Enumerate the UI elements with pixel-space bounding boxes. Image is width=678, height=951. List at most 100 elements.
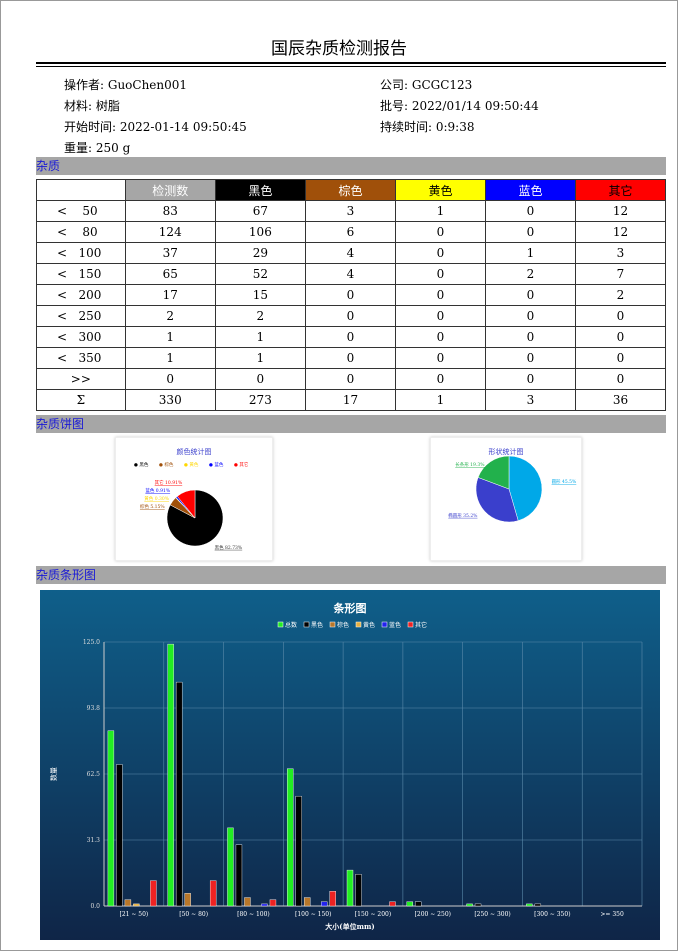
y-tick-label: 0.0 <box>90 903 100 910</box>
table-cell: 0 <box>394 368 486 390</box>
slice-label: 蓝色 0.91% <box>145 487 170 494</box>
table-cell: 0 <box>574 347 667 369</box>
table-cell: 0 <box>574 326 667 348</box>
table-cell: 83 <box>124 200 216 222</box>
x-tick-label: >= 350 <box>600 911 624 918</box>
table-cell: 4 <box>304 242 396 264</box>
table-header: 检测数 黑色 棕色 黄色 蓝色 其它 <box>36 179 667 201</box>
column-header: 蓝色 <box>484 179 576 201</box>
legend-entry: 蓝色 <box>389 621 401 629</box>
legend-entry: ● 黑色 <box>134 461 149 468</box>
table-row: < 100 37 29 4 0 1 3 <box>36 242 667 264</box>
legend-swatch <box>407 621 414 628</box>
table-cell: 0 <box>304 284 396 306</box>
bar <box>235 844 243 907</box>
y-tick-label: 125.0 <box>83 639 100 646</box>
table-row: < 80 124 106 6 0 0 12 <box>36 221 667 243</box>
table-cell: 2 <box>214 305 306 327</box>
bar <box>209 880 217 907</box>
slice-label: 黑色 82.73% <box>215 544 243 551</box>
bar <box>355 874 362 907</box>
table-cell: < 100 <box>36 242 126 264</box>
section-bar: 杂质条形图 <box>36 566 666 584</box>
legend-entry: 总数 <box>285 621 297 629</box>
chart-title: 条形图 <box>333 601 367 615</box>
legend-entry: 黄色 <box>363 621 375 629</box>
table-cell: 0 <box>304 305 396 327</box>
bar <box>526 903 533 907</box>
table-cell: 273 <box>214 389 306 411</box>
table-cell: 0 <box>304 347 396 369</box>
table-cell: 0 <box>574 368 667 390</box>
table-cell: >> <box>36 368 126 390</box>
bar <box>406 901 413 907</box>
table-cell: 3 <box>304 200 396 222</box>
x-tick-label: [80 ~ 100) <box>237 911 270 918</box>
pie-slice <box>176 489 196 519</box>
legend-entry: ● 蓝色 <box>209 461 224 468</box>
bar <box>389 901 396 907</box>
bar <box>167 643 174 907</box>
table-row: < 350 1 1 0 0 0 0 <box>36 347 667 369</box>
slice-label: 黄色 0.30% <box>144 495 169 502</box>
bar <box>175 681 183 907</box>
report-title: 国辰杂质检测报告 <box>271 39 407 59</box>
pie-title: 形状统计图 <box>489 447 524 456</box>
bar <box>150 880 157 907</box>
bar <box>321 901 328 907</box>
table-cell: 1 <box>394 200 486 222</box>
table-cell: 1 <box>484 242 576 264</box>
pie-slice <box>477 455 510 490</box>
legend-swatch <box>381 621 388 628</box>
table-cell: 1 <box>124 326 216 348</box>
table-cell: 0 <box>394 263 486 285</box>
table-cell: 0 <box>394 242 486 264</box>
bar <box>304 897 311 907</box>
bar <box>269 899 277 907</box>
bar <box>474 903 482 907</box>
table-cell: 0 <box>304 368 396 390</box>
table-row: Σ 330 273 17 1 3 36 <box>36 389 667 411</box>
column-header: 其它 <box>574 179 667 201</box>
slice-label: 圆形 45.5% <box>552 478 577 485</box>
slice-label: 棕色 5.15% <box>140 503 165 510</box>
table-cell: 1 <box>124 347 216 369</box>
x-tick-label: [300 ~ 350) <box>534 911 570 918</box>
x-tick-label: [100 ~ 150) <box>295 911 331 918</box>
table-cell: 0 <box>574 305 667 327</box>
table-cell: < 80 <box>36 221 126 243</box>
table-cell: 0 <box>394 284 486 306</box>
table-cell: 4 <box>304 263 396 285</box>
table-cell: 12 <box>574 200 667 222</box>
table-cell: 0 <box>484 305 576 327</box>
company: 公司: GCGC123 <box>380 78 473 92</box>
x-tick-label: [50 ~ 80) <box>179 911 208 918</box>
table-cell: 17 <box>124 284 216 306</box>
batch: 批号: 2022/01/14 09:50:44 <box>380 99 539 113</box>
table-row: < 150 65 52 4 0 2 7 <box>36 263 667 285</box>
x-tick-label: [250 ~ 300) <box>474 911 510 918</box>
bar <box>184 893 191 907</box>
table-cell: < 350 <box>36 347 126 369</box>
table-cell: 67 <box>214 200 306 222</box>
table-cell: 330 <box>124 389 216 411</box>
table-cell: 1 <box>214 326 306 348</box>
table-cell: 1 <box>394 389 486 411</box>
table-cell: < 150 <box>36 263 126 285</box>
bar <box>261 903 268 907</box>
impurity-table: 检测数 黑色 棕色 黄色 蓝色 其它 < 50 83 67 3 1 0 12 < 80 124 106 6 0 0 1… <box>36 179 667 411</box>
table-cell: 0 <box>124 368 216 390</box>
table-cell: 0 <box>484 284 576 306</box>
table-cell: 0 <box>394 347 486 369</box>
bar <box>227 827 234 907</box>
table-cell: 124 <box>124 221 216 243</box>
section-impurity: 杂质 <box>36 157 666 175</box>
y-tick-label: 62.5 <box>87 771 101 778</box>
bar <box>107 730 115 907</box>
table-cell: 2 <box>574 284 667 306</box>
column-header: 黑色 <box>214 179 306 201</box>
legend-entry: 棕色 <box>337 621 349 629</box>
